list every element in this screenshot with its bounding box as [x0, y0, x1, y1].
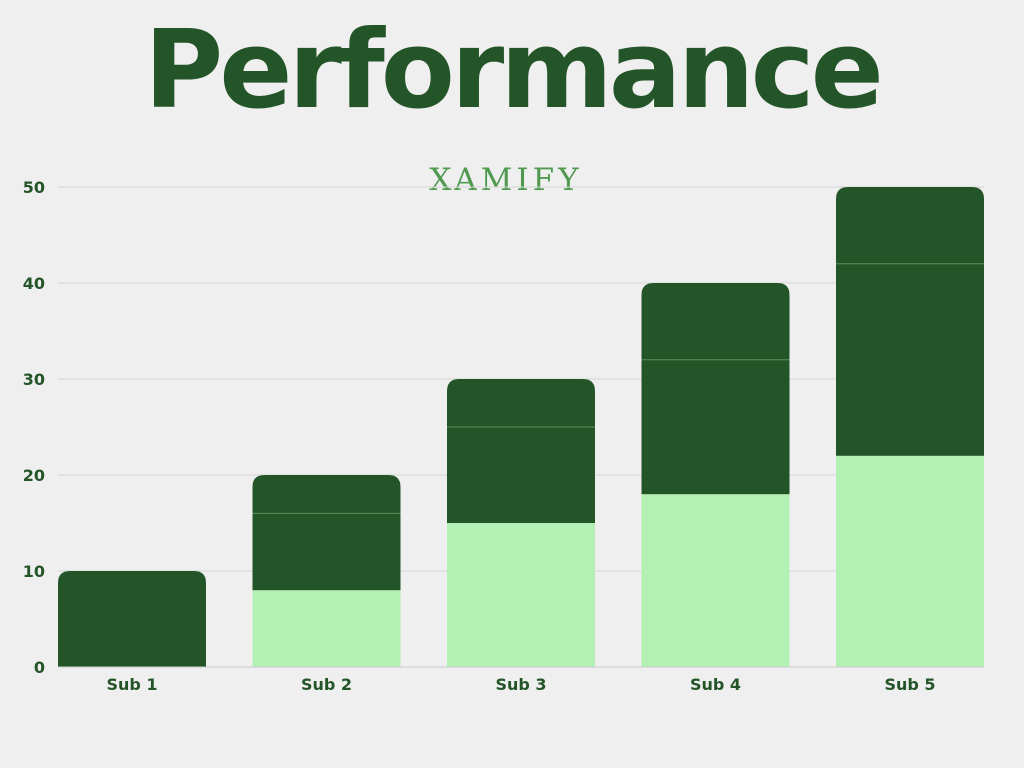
bar-segment-series-3: [836, 187, 984, 264]
bar-segment-series-2: [447, 427, 595, 523]
x-tick-label: Sub 3: [495, 675, 546, 694]
bar-segment-series-3: [252, 475, 401, 514]
bar-segment-series-1: [836, 455, 984, 667]
x-tick-label: Sub 5: [884, 675, 935, 694]
axes: 0 10 20 30 40 50 Sub 1 Sub 2 Sub 3 Sub 4 Sub 5: [23, 178, 984, 694]
bar-segment-series-2: [252, 513, 401, 591]
x-tick-label: Sub 4: [690, 675, 741, 694]
y-tick-label: 30: [23, 370, 45, 389]
y-tick-label: 10: [23, 562, 45, 581]
bar-segment-series-2: [58, 571, 206, 667]
bar-segment-series-2: [641, 359, 790, 495]
bar-group: [836, 187, 984, 667]
bar-group: [641, 283, 790, 667]
x-tick-label: Sub 2: [301, 675, 352, 694]
bar-segment-series-1: [447, 523, 595, 667]
bar-group: [252, 475, 401, 667]
x-tick-label: Sub 1: [106, 675, 157, 694]
chart-title: Performance: [144, 8, 884, 133]
bar-segment-series-3: [641, 283, 790, 360]
bar-segment-series-1: [252, 590, 401, 667]
bars: [58, 187, 984, 667]
bar-group: [58, 571, 206, 667]
chart-subtitle: XAMIFY: [429, 162, 583, 198]
y-tick-label: 50: [23, 178, 45, 197]
bar-segment-series-2: [836, 263, 984, 456]
y-tick-label: 40: [23, 274, 45, 293]
y-tick-label: 20: [23, 466, 45, 485]
y-tick-label: 0: [34, 658, 45, 677]
bar-segment-series-3: [447, 379, 595, 427]
bar-group: [447, 379, 595, 667]
bar-segment-series-1: [641, 494, 790, 667]
